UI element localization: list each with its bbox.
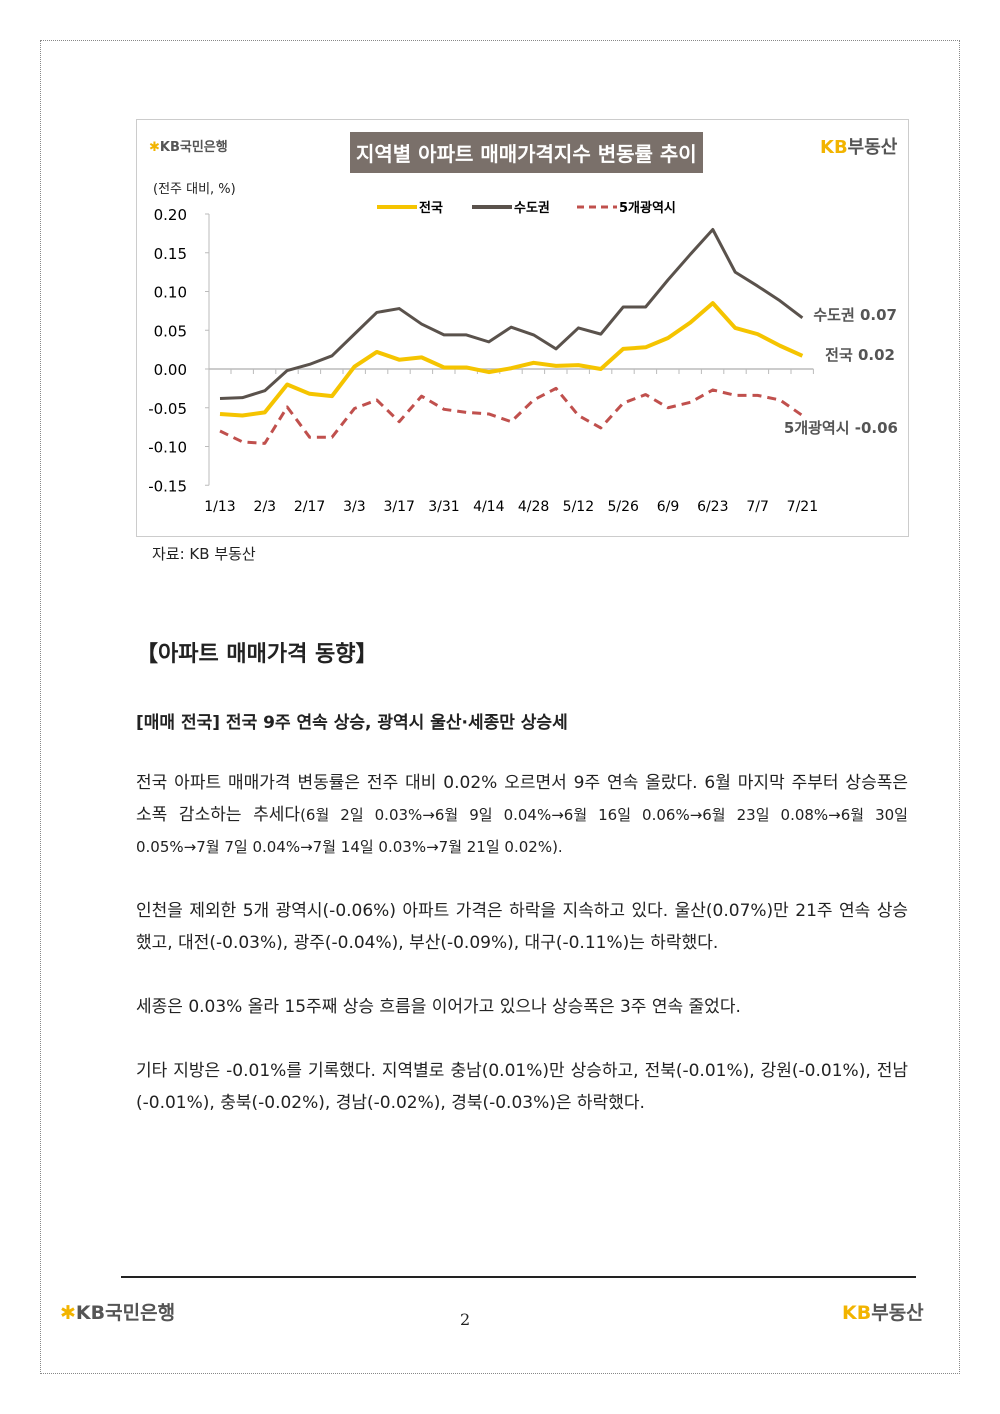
line-chart: 0.20 0.15 0.10 0.05 0.00 -0.05 -0.10 -0.15 1/13 2… [148, 200, 898, 515]
y-tick-label: 0.00 [154, 361, 187, 379]
legend-label-전국: 전국 [419, 200, 443, 216]
end-label-5개광역시: 5개광역시 -0.06 [784, 419, 898, 437]
x-tick-label: 2/17 [294, 499, 325, 515]
legend-label-5개광역시: 5개광역시 [619, 200, 676, 216]
x-tick-label: 5/26 [607, 499, 639, 515]
kb-star-icon: ✱ [149, 140, 160, 155]
section-title: 【아파트 매매가격 동향】 [136, 642, 378, 667]
x-tick-label: 7/7 [746, 499, 769, 515]
x-tick-label: 7/21 [787, 499, 818, 515]
unit-label: (전주 대비, %) [153, 182, 236, 197]
kb-bank-logo: ✱KB국민은행 [149, 140, 228, 155]
series-line-5개광역시 [219, 386, 804, 445]
page-number: 2 [460, 1310, 471, 1329]
chart-box: ✱KB국민은행 지역별 아파트 매매가격지수 변동률 추이 KB부동산 (전주 … [136, 119, 909, 537]
x-tick-label: 5/12 [563, 499, 594, 515]
y-tick-label: -0.05 [148, 400, 187, 418]
paragraph-4: 기타 지방은 -0.01%를 기록했다. 지역별로 충남(0.01%)만 상승하… [136, 1061, 908, 1113]
x-tick-label: 6/9 [657, 499, 680, 515]
series-line-수도권 [219, 228, 804, 400]
x-tick-label: 2/3 [254, 499, 277, 515]
x-tick-label: 4/28 [518, 499, 549, 515]
footer-kb-bank-logo: ✱KB국민은행 [60, 1302, 176, 1324]
page-border [40, 40, 960, 1374]
y-tick-label: 0.10 [154, 284, 187, 302]
y-tick-label: 0.05 [154, 322, 187, 340]
end-label-수도권: 수도권 0.07 [813, 306, 897, 324]
x-tick-label: 4/14 [473, 499, 505, 515]
legend-label-수도권: 수도권 [514, 201, 550, 216]
end-label-전국: 전국 0.02 [825, 346, 895, 364]
footer-kb-realestate-logo: KB부동산 [842, 1302, 924, 1324]
x-tick-label: 3/31 [428, 499, 459, 515]
x-tick-label: 3/3 [343, 499, 366, 515]
x-tick-label: 1/13 [204, 499, 235, 515]
y-tick-label: -0.10 [148, 439, 187, 457]
paragraph-1: 전국 아파트 매매가격 변동률은 전주 대비 0.02% 오르면서 9주 연속 … [136, 773, 908, 856]
x-tick-label: 3/17 [383, 499, 414, 515]
series-line-전국 [219, 301, 804, 418]
kb-realestate-logo: KB부동산 [820, 137, 898, 158]
footer-divider [121, 1276, 916, 1278]
y-tick-label: 0.20 [154, 206, 187, 224]
chart-title: 지역별 아파트 매매가격지수 변동률 추이 [350, 132, 703, 173]
y-tick-label: -0.15 [148, 477, 187, 495]
kb-star-icon: ✱ [60, 1302, 76, 1324]
paragraph-3: 세종은 0.03% 올라 15주째 상승 흐름을 이어가고 있으나 상승폭은 3… [136, 997, 741, 1017]
x-tick-label: 6/23 [697, 499, 728, 515]
y-tick-label: 0.15 [154, 245, 187, 263]
source-note: 자료: KB 부동산 [152, 545, 256, 563]
paragraph-2: 인천을 제외한 5개 광역시(-0.06%) 아파트 가격은 하락을 지속하고 … [136, 901, 908, 953]
subheading: [매매 전국] 전국 9주 연속 상승, 광역시 울산·세종만 상승세 [136, 713, 568, 733]
